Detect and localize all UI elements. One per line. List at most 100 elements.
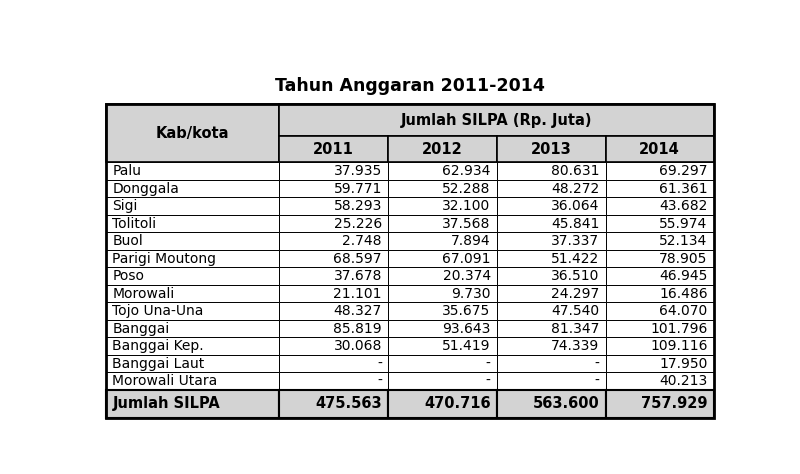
Text: 55.974: 55.974 [659,217,708,230]
Text: Tolitoli: Tolitoli [112,217,157,230]
Bar [606,285,714,302]
Bar [388,390,497,418]
Bar [606,136,714,163]
Text: 101.796: 101.796 [650,321,708,336]
Text: -: - [486,374,490,388]
Bar [497,390,606,418]
Bar [388,197,497,215]
Text: 9.730: 9.730 [451,287,490,301]
Text: 67.091: 67.091 [442,252,490,265]
Bar [279,355,388,372]
Bar [606,302,714,320]
Text: -: - [594,374,599,388]
Bar [388,355,497,372]
Bar [388,267,497,285]
Text: -: - [377,356,382,371]
Bar [106,232,279,250]
Text: 16.486: 16.486 [659,287,708,301]
Bar [606,215,714,232]
Bar [106,163,279,180]
Bar [606,232,714,250]
Text: Tahun Anggaran 2011-2014: Tahun Anggaran 2011-2014 [275,77,545,95]
Text: 7.894: 7.894 [451,234,490,248]
Bar [279,250,388,267]
Text: Morowali: Morowali [112,287,174,301]
Bar [388,215,497,232]
Bar [497,136,606,163]
Text: 68.597: 68.597 [334,252,382,265]
Bar [606,250,714,267]
Text: 52.134: 52.134 [659,234,708,248]
Text: 2012: 2012 [422,142,463,157]
Text: 563.600: 563.600 [533,396,599,411]
Bar [497,215,606,232]
Bar [388,302,497,320]
Text: 74.339: 74.339 [551,339,599,353]
Bar [497,285,606,302]
Bar [497,267,606,285]
Text: 37.678: 37.678 [334,269,382,283]
Text: Poso: Poso [112,269,145,283]
Text: 47.540: 47.540 [551,304,599,318]
Bar [388,320,497,337]
Text: Banggai: Banggai [112,321,170,336]
Bar [388,232,497,250]
Bar [388,285,497,302]
Bar [497,302,606,320]
Text: 757.929: 757.929 [641,396,708,411]
Text: 30.068: 30.068 [334,339,382,353]
Bar [106,355,279,372]
Text: 20.374: 20.374 [442,269,490,283]
Text: 2.748: 2.748 [342,234,382,248]
Text: -: - [594,356,599,371]
Text: Tojo Una-Una: Tojo Una-Una [112,304,204,318]
Text: 78.905: 78.905 [659,252,708,265]
Bar [606,355,714,372]
Bar [106,372,279,390]
Bar [106,285,279,302]
Text: 93.643: 93.643 [442,321,490,336]
Text: 2011: 2011 [314,142,354,157]
Text: Kab/kota: Kab/kota [156,126,230,141]
Bar [279,390,388,418]
Bar [106,215,279,232]
Text: Jumlah SILPA: Jumlah SILPA [112,396,220,411]
Text: 109.116: 109.116 [650,339,708,353]
Text: 40.213: 40.213 [659,374,708,388]
Bar [497,232,606,250]
Text: 36.064: 36.064 [551,199,599,213]
Bar [606,197,714,215]
Bar [279,232,388,250]
Text: 37.337: 37.337 [551,234,599,248]
Bar [497,337,606,355]
Text: -: - [377,374,382,388]
Text: 64.070: 64.070 [659,304,708,318]
Text: Sigi: Sigi [112,199,138,213]
Bar [106,390,279,418]
Text: 52.288: 52.288 [442,182,490,196]
Text: 35.675: 35.675 [442,304,490,318]
Bar [106,302,279,320]
Bar [106,104,714,418]
Bar [106,197,279,215]
Bar [497,180,606,197]
Bar [606,320,714,337]
Text: 17.950: 17.950 [659,356,708,371]
Text: 37.568: 37.568 [442,217,490,230]
Text: 69.297: 69.297 [659,164,708,178]
Text: Buol: Buol [112,234,143,248]
Bar [279,285,388,302]
Bar [106,320,279,337]
Bar [606,372,714,390]
Bar [106,267,279,285]
Text: 470.716: 470.716 [424,396,490,411]
Text: 24.297: 24.297 [551,287,599,301]
Bar [279,104,714,136]
Text: 21.101: 21.101 [334,287,382,301]
Bar [497,320,606,337]
Bar [279,163,388,180]
Text: 36.510: 36.510 [551,269,599,283]
Text: 43.682: 43.682 [659,199,708,213]
Text: 80.631: 80.631 [551,164,599,178]
Text: 37.935: 37.935 [334,164,382,178]
